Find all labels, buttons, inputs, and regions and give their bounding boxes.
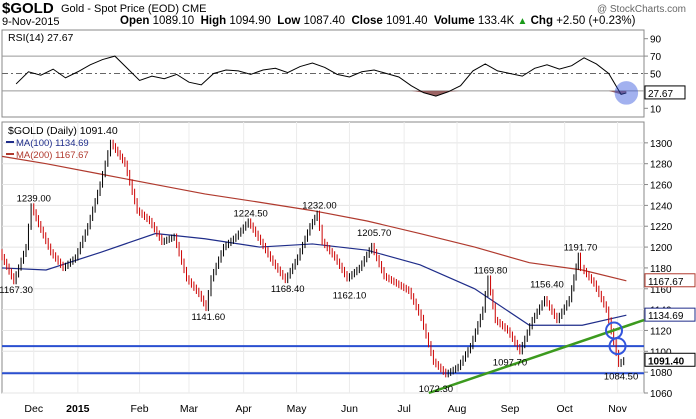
ticker-symbol: $GOLD [2,0,54,17]
price-tick-label: 1240 [650,201,673,212]
ma100-last-label: 1134.69 [648,311,684,322]
rsi-last-badge [644,85,686,100]
price-tick-label: 1260 [650,181,673,192]
close-last-label: 1091.40 [648,356,685,367]
ma200-last-label: 1167.67 [648,277,684,288]
volume-label: Volume [433,15,475,27]
month-label: Jul [397,403,410,415]
price-annotation: 1239.00 [17,193,51,204]
low-label: Low [277,15,301,27]
price-annotation: 1072.30 [419,384,453,395]
price-annotation: 1162.10 [333,291,367,302]
price-tick-label: 1120 [650,326,672,337]
price-tick-label: 1200 [650,243,673,254]
month-label: 2015 [66,403,90,415]
low-value: 1087.40 [303,15,346,27]
legend-ma100: MA(100) 1134.69 [16,138,89,149]
close-label: Close [351,15,383,27]
rsi-line [15,55,627,97]
price-tick-label: 1180 [650,264,672,275]
price-highlight-circle [608,337,627,356]
rsi-panel-frame [1,29,645,118]
rsi-highlight-circle [614,81,639,105]
price-annotation: 1168.40 [271,284,305,295]
month-label: Oct [556,403,572,415]
month-label: Nov [608,403,627,415]
price-tick-label: 1280 [650,160,673,171]
price-annotation: 1232.00 [302,201,336,212]
price-annotation: 1156.40 [530,280,564,291]
rsi-title: RSI(14) 27.67 [8,32,74,44]
ma100-last-label-box [644,307,696,322]
date-label: 9-Nov-2015 [2,16,60,28]
legend-ma200: MA(200) 1167.67 [16,150,89,161]
rsi-tick-label: 90 [650,35,662,46]
price-legend-title: $GOLD (Daily) 1091.40 [8,125,118,137]
month-label: Dec [24,403,43,415]
chg-label: Chg [530,15,553,27]
month-label: May [287,403,308,415]
ohlc-bar: Open 1089.10 High 1094.90 Low 1087.40 Cl… [120,15,635,27]
price-annotation: 1169.80 [474,266,508,277]
month-label: Aug [448,403,467,415]
price-annotation: 1141.60 [192,312,226,323]
price-tick-label: 1220 [650,222,673,233]
ma200-line [1,155,627,282]
price-annotation: 1191.70 [564,243,598,254]
ticker-description: Gold - Spot Price (EOD) CME [61,3,207,15]
watermark: @ StockCharts.com [596,4,686,15]
high-value: 1094.90 [229,15,271,27]
rsi-tick-label: 50 [650,70,662,81]
price-annotation: 1084.50 [604,371,638,382]
price-annotation: 1205.70 [357,228,391,239]
ma200-last-label-box [644,273,696,288]
open-label: Open [120,15,150,27]
close-last-label-box [644,352,696,367]
chg-value: +2.50 (+0.23%) [556,15,636,27]
price-tick-label: 1300 [650,139,673,150]
price-annotation: 1224.50 [234,209,268,220]
price-tick-label: 1080 [650,368,673,379]
month-label: Mar [180,403,199,415]
close-value: 1091.40 [386,15,428,27]
rsi-tick-label: 10 [650,104,662,115]
open-value: 1089.10 [152,15,195,27]
price-annotation: 1167.30 [0,285,33,296]
rsi-tick-label: 70 [650,52,662,63]
month-label: Apr [235,403,252,415]
trendline [428,318,645,395]
volume-value: 133.4K [477,15,515,27]
high-label: High [200,15,227,27]
price-tick-label: 1160 [650,285,672,296]
chg-arrow-icon: ▲ [517,16,528,27]
price-tick-label: 1060 [650,389,673,400]
month-label: Sep [501,403,520,415]
rsi-oversold-fill [411,90,627,97]
month-label: Jun [341,403,358,415]
price-panel-frame [1,121,645,394]
month-label: Feb [131,403,149,415]
rsi-last-label: 27.67 [648,89,673,100]
price-annotation: 1097.70 [493,358,527,369]
